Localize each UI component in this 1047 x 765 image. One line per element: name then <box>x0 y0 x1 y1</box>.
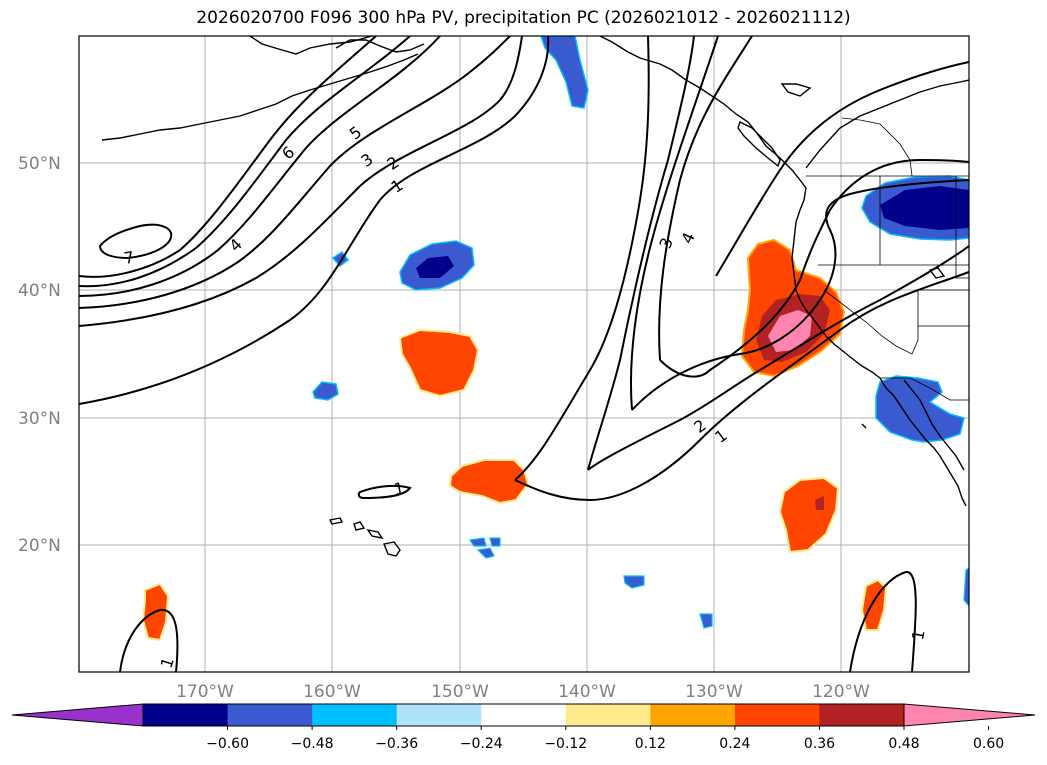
lat-labels: 50°N 40°N 30°N 20°N <box>18 154 61 556</box>
gridlines <box>79 36 969 672</box>
lon-label: 170°W <box>176 682 234 702</box>
contour-label: 1 <box>908 628 928 641</box>
contour-2-west <box>79 36 523 327</box>
contour-4-trough <box>659 158 969 378</box>
colorbar-segment <box>565 704 651 726</box>
colorbar-segment <box>312 704 398 726</box>
lat-label: 30°N <box>18 409 61 429</box>
colorbar-segment <box>734 704 820 726</box>
lat-label: 50°N <box>18 154 61 174</box>
colorbar-tick-label: 0.48 <box>888 736 919 752</box>
lat-label: 20°N <box>18 536 61 556</box>
hawaii-islands <box>328 517 344 525</box>
contour-1-trough-west <box>514 36 650 481</box>
map-title: 2026020700 F096 300 hPa PV, precipitatio… <box>196 8 851 28</box>
precip-neg-pnw-core <box>880 186 969 230</box>
contour-3-west <box>79 36 511 309</box>
mainland-canada <box>805 79 969 169</box>
contour-1-small <box>357 484 412 500</box>
colorbar-tick-label: 0.24 <box>719 736 750 752</box>
precip-fills <box>141 36 969 642</box>
colorbar-tick-label: −0.24 <box>460 736 503 752</box>
contour-3-trough-west <box>630 36 719 411</box>
lon-label: 150°W <box>431 682 489 702</box>
lon-labels: 170°W 160°W 150°W 140°W 130°W 120°W <box>176 682 870 702</box>
lon-label: 120°W <box>812 682 870 702</box>
contour-4-trough-west <box>658 36 753 361</box>
contour-1-sw <box>119 608 179 672</box>
baja-coast <box>879 377 967 507</box>
map-frame <box>78 35 970 673</box>
map-area <box>79 36 969 672</box>
colorbar: −0.60 −0.48 −0.36 −0.24 −0.12 0.12 0.24 0.36 0.4… <box>11 703 1036 752</box>
coastlines <box>101 36 969 557</box>
contour-5-west <box>79 36 411 288</box>
colorbar-segment <box>227 704 313 726</box>
contour-1-west <box>79 36 550 405</box>
us-west-coast <box>791 187 881 379</box>
pv-contours <box>79 36 969 672</box>
colorbar-tick-label: 0.12 <box>635 736 666 752</box>
colorbar-segment <box>143 704 229 726</box>
contour-4-west <box>79 36 441 297</box>
aleutian-islands <box>101 53 419 141</box>
lon-label: 140°W <box>558 682 616 702</box>
bc-coast <box>599 36 807 189</box>
contour-6-west <box>79 36 377 278</box>
lon-label: 160°W <box>303 682 361 702</box>
precip-neg-central-core <box>416 256 454 278</box>
precip-neg-baja <box>875 375 965 443</box>
colorbar-over-arrow <box>903 703 1036 727</box>
lat-label: 40°N <box>18 281 61 301</box>
colorbar-tick-label: −0.36 <box>375 736 418 752</box>
contour-2-trough-west <box>587 36 695 471</box>
contour-2-trough <box>587 245 969 471</box>
colorbar-tick-label: −0.60 <box>206 736 249 752</box>
colorbar-frame <box>142 703 905 727</box>
contour-1-trough <box>514 271 969 502</box>
colorbar-tick-label: 0.36 <box>804 736 835 752</box>
precip-neg-gulf <box>540 36 589 109</box>
colorbar-tick-label: −0.12 <box>544 736 587 752</box>
colorbar-tick-label: −0.48 <box>291 736 334 752</box>
gulf-of-california <box>903 379 965 471</box>
colorbar-segment <box>819 704 905 726</box>
contour-label: 7 <box>122 247 135 267</box>
colorbar-tick-label: 0.60 <box>973 736 1004 752</box>
contour-3-trough <box>631 179 969 411</box>
contour-label: 1 <box>392 478 405 498</box>
vancouver-island <box>737 121 781 168</box>
colorbar-segment <box>650 704 736 726</box>
colorbar-under-arrow <box>11 703 144 727</box>
precip-pos-hawaii <box>448 459 530 505</box>
precip-pos-mid <box>398 328 480 398</box>
colorbar-segment <box>396 704 482 726</box>
precip-pos-california-core <box>768 310 812 352</box>
contour-7 <box>98 223 173 260</box>
lon-label: 130°W <box>685 682 743 702</box>
colorbar-segment <box>481 704 567 726</box>
contour-1-se <box>849 571 917 672</box>
contour-1-east <box>715 61 969 277</box>
